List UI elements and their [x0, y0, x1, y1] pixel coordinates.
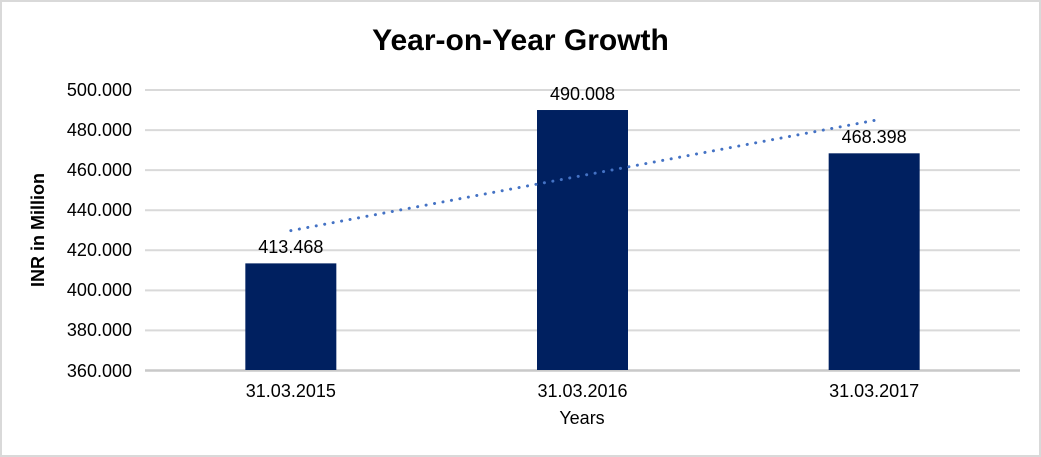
bar-31.03.2016 — [537, 110, 628, 370]
x-tick-label: 31.03.2017 — [829, 381, 920, 401]
y-tick-label: 460.000 — [66, 160, 132, 181]
y-tick-label: 480.000 — [66, 120, 132, 141]
x-tick-label: 31.03.2016 — [537, 381, 628, 401]
y-tick-label: 360.000 — [66, 360, 132, 381]
data-label: 468.398 — [841, 127, 907, 148]
data-label: 490.008 — [549, 84, 616, 105]
bar-31.03.2017 — [828, 153, 920, 370]
chart-title: Year-on-Year Growth — [372, 24, 669, 57]
y-tick-label: 500.000 — [66, 80, 132, 100]
y-tick-label: 380.000 — [66, 320, 132, 341]
x-axis-title: Years — [559, 408, 605, 428]
bar-31.03.2015 — [245, 263, 337, 370]
x-tick-label: 31.03.2015 — [245, 381, 336, 401]
y-tick-label: 400.000 — [66, 280, 132, 301]
y-tick-label: 420.000 — [66, 240, 132, 261]
y-tick-label: 440.000 — [66, 200, 132, 221]
data-label: 413.468 — [258, 237, 324, 258]
